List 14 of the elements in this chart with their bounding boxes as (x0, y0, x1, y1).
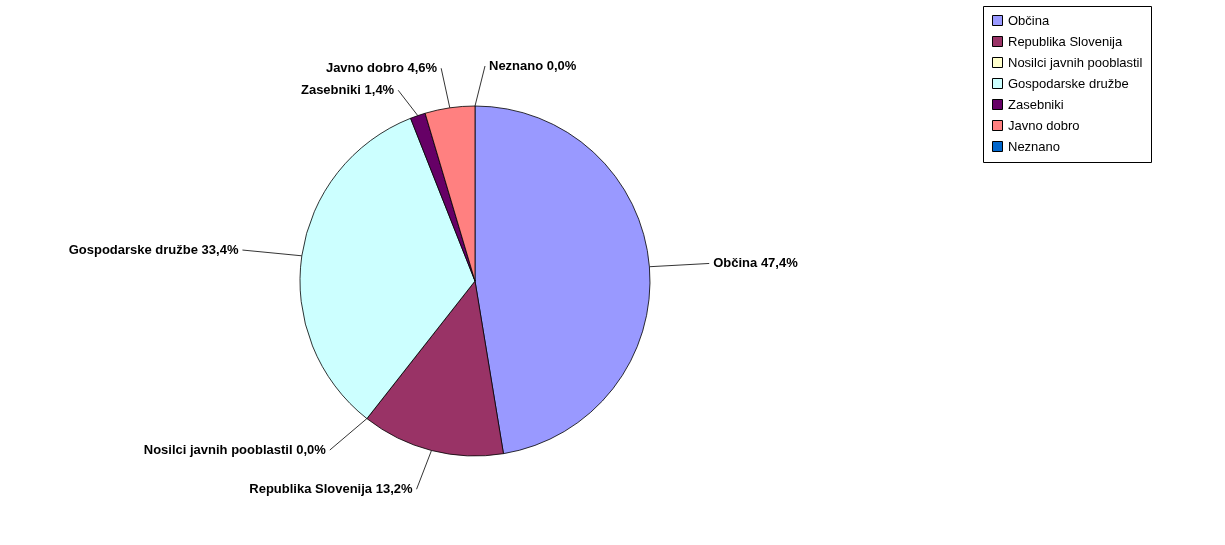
text: Nosilci javnih pooblastil 0,0% (143, 442, 326, 458)
legend-label: Občina (1008, 12, 1050, 28)
legend-label: Republika Slovenija (1008, 33, 1123, 49)
data-label: Javno dobro 4,6% (325, 60, 438, 76)
legend-label: Javno dobro (1008, 117, 1080, 133)
legend-label: Zasebniki (1008, 96, 1064, 112)
data-label: Zasebniki 1,4% (300, 82, 395, 98)
text: Neznano 0,0% (489, 58, 577, 73)
data-label: Občina 47,4% (713, 255, 799, 271)
legend-label: Neznano (1008, 138, 1061, 154)
data-label: Republika Slovenija 13,2% (249, 481, 413, 497)
legend-label: Nosilci javnih pooblastil (1008, 54, 1143, 70)
legend-label: Gospodarske družbe (1008, 75, 1129, 91)
data-label: Gospodarske družbe 33,4% (68, 242, 239, 258)
